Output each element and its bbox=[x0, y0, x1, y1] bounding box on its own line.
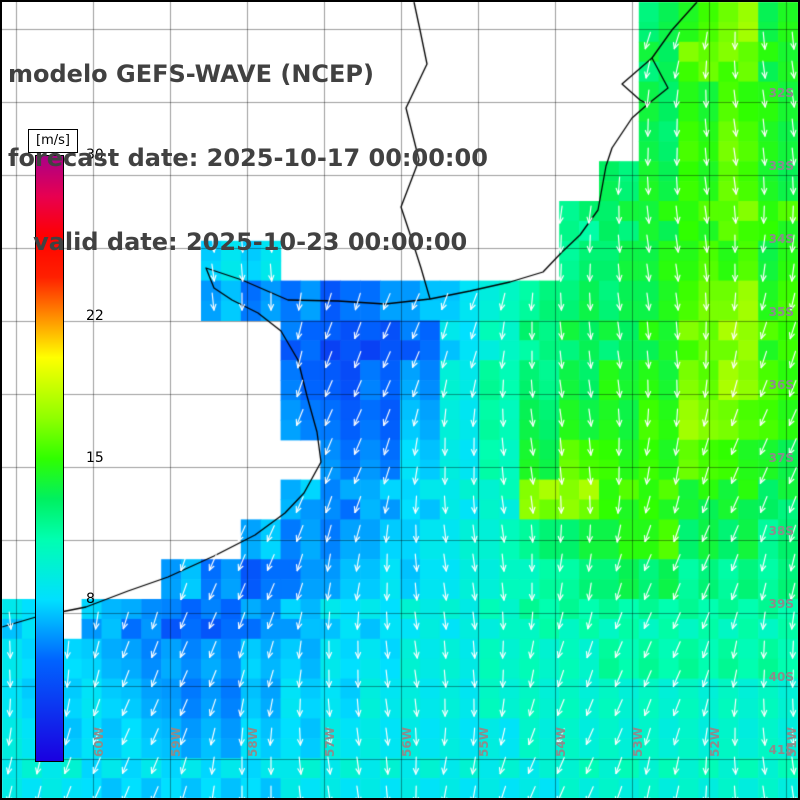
lat-label: 38S bbox=[768, 524, 794, 538]
lat-label: 33S bbox=[768, 159, 794, 173]
lat-label: 37S bbox=[768, 451, 794, 465]
lon-label: 59W bbox=[169, 727, 183, 757]
lat-label: 34S bbox=[768, 232, 794, 246]
lon-label: 57W bbox=[323, 727, 337, 757]
lon-label: 56W bbox=[400, 727, 414, 757]
lat-label: 39S bbox=[768, 597, 794, 611]
valid-date: valid date: 2025-10-23 00:00:00 bbox=[8, 228, 468, 256]
lon-label: 53W bbox=[631, 727, 645, 757]
lon-label: 60W bbox=[92, 727, 106, 757]
colorbar-gradient bbox=[35, 155, 64, 762]
lat-label: 32S bbox=[768, 86, 794, 100]
lon-label: 52W bbox=[708, 727, 722, 757]
colorbar-tick-label: 15 bbox=[86, 449, 104, 466]
model-title: modelo GEFS-WAVE (NCEP) bbox=[8, 60, 374, 88]
lon-label: 58W bbox=[246, 727, 260, 757]
forecast-date: forecast date: 2025-10-17 00:00:00 bbox=[8, 144, 488, 172]
colorbar-tick-label: 30 bbox=[86, 147, 104, 163]
lat-label: 40S bbox=[768, 670, 794, 684]
lon-label: 55W bbox=[477, 727, 491, 757]
map-header: modelo GEFS-WAVE (NCEP) forecast date: 2… bbox=[8, 4, 488, 312]
colorbar-tick-label: 22 bbox=[86, 308, 104, 325]
lat-label: 41S bbox=[768, 743, 794, 757]
lon-label: 54W bbox=[554, 727, 568, 757]
lat-label: 35S bbox=[768, 305, 794, 319]
lat-label: 36S bbox=[768, 378, 794, 392]
colorbar-tick-label: 8 bbox=[86, 590, 95, 607]
colorbar-unit-label: [m/s] bbox=[28, 129, 78, 153]
lon-label: 51W bbox=[785, 727, 799, 757]
